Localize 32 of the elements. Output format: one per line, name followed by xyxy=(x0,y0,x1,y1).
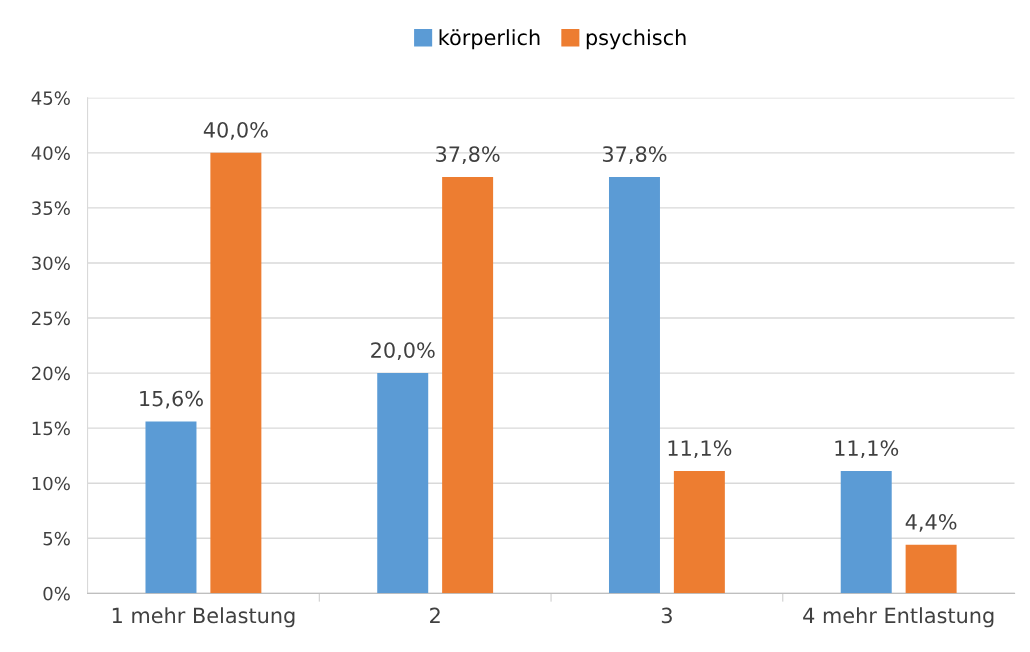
data-label: 20,0% xyxy=(371,342,435,361)
y-tick-label: 15% xyxy=(32,421,70,436)
y-tick-label: 30% xyxy=(32,256,70,271)
bar xyxy=(905,544,957,594)
y-tick-label: 20% xyxy=(32,366,70,381)
data-label: 37,8% xyxy=(602,146,667,165)
bar xyxy=(377,373,429,594)
legend-label: psychisch xyxy=(586,29,686,50)
bar xyxy=(673,471,725,594)
y-tick-label: 5% xyxy=(43,531,70,546)
y-tick-label: 0% xyxy=(43,586,70,601)
data-label: 4,4% xyxy=(905,513,957,532)
y-tick-label: 45% xyxy=(31,91,70,105)
y-tick-label: 10% xyxy=(32,476,70,491)
y-tick-label: 35% xyxy=(32,201,70,216)
data-label: 11,1% xyxy=(835,440,899,459)
x-tick-label: 1 mehr Belastung xyxy=(112,607,295,628)
legend-label: körperlich xyxy=(439,29,540,50)
x-tick-label: 3 xyxy=(661,607,672,624)
x-tick-label: 2 xyxy=(430,607,440,624)
data-label: 15,6% xyxy=(140,390,203,409)
data-label: 37,8% xyxy=(436,146,500,165)
bar xyxy=(442,177,494,594)
y-tick-label: 25% xyxy=(32,311,70,326)
data-label: 40,0% xyxy=(203,121,268,140)
bar xyxy=(840,471,892,594)
bar xyxy=(210,152,262,594)
x-tick-label: 4 mehr Entlastung xyxy=(803,607,994,628)
y-tick-label: 40% xyxy=(31,146,70,160)
bar xyxy=(608,177,660,594)
data-label: 11,1% xyxy=(668,440,732,459)
bar xyxy=(145,421,197,594)
